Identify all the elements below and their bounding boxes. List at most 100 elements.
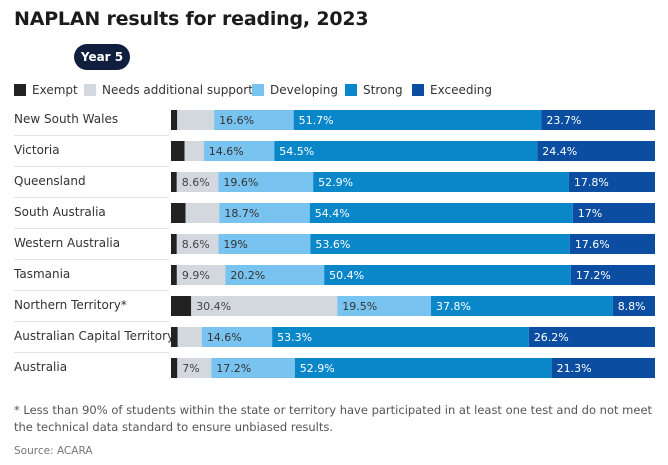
bar-developing-australian-capital-territory [201, 327, 273, 347]
data-label-strong-tasmania: 50.4% [329, 269, 364, 282]
data-label-needs-additional-support-tasmania: 9.9% [182, 269, 210, 282]
bar-needs-additional-support-new-south-wales [177, 110, 215, 130]
bar-developing-western-australia [218, 234, 311, 254]
row-label-south-australia: South Australia [14, 205, 106, 219]
bar-developing-northern-territory [337, 296, 432, 316]
data-label-strong-queensland: 52.9% [318, 176, 353, 189]
data-label-exceeding-victoria: 24.4% [542, 145, 577, 158]
row-separator [14, 259, 169, 260]
data-label-strong-new-south-wales: 51.7% [299, 114, 334, 127]
row-separator [14, 166, 169, 167]
data-label-strong-northern-territory: 37.8% [436, 300, 471, 313]
data-label-strong-australian-capital-territory: 53.3% [277, 331, 312, 344]
bar-exceeding-western-australia [569, 234, 655, 254]
chart-title: NAPLAN results for reading, 2023 [14, 8, 369, 30]
bar-exceeding-tasmania [570, 265, 655, 285]
data-label-needs-additional-support-australia: 7% [182, 362, 199, 375]
bar-exempt-south-australia [171, 203, 186, 223]
bar-developing-tasmania [225, 265, 325, 285]
row-label-tasmania: Tasmania [14, 267, 71, 281]
bar-developing-new-south-wales [214, 110, 294, 130]
source-note: Source: ACARA [14, 445, 93, 457]
row-separator [14, 135, 169, 136]
row-label-victoria: Victoria [14, 143, 60, 157]
data-label-developing-australia: 17.2% [216, 362, 251, 375]
bar-strong-victoria [274, 141, 538, 161]
data-label-needs-additional-support-northern-territory: 30.4% [196, 300, 231, 313]
legend-swatch-exceeding [412, 84, 424, 96]
footnote: * Less than 90% of students within the s… [14, 403, 653, 434]
data-label-strong-victoria: 54.5% [279, 145, 314, 158]
tab-year-5[interactable]: Year 5 [74, 44, 130, 70]
data-label-developing-new-south-wales: 16.6% [219, 114, 254, 127]
data-label-developing-victoria: 14.6% [209, 145, 244, 158]
legend-swatch-needs-support [84, 84, 96, 96]
bar-strong-western-australia [310, 234, 570, 254]
bar-exceeding-queensland [568, 172, 655, 192]
bar-needs-additional-support-australian-capital-territory [177, 327, 202, 347]
bar-exceeding-new-south-wales [541, 110, 655, 130]
bar-exempt-australia [171, 358, 178, 378]
legend-label-needs-support: Needs additional support [102, 83, 253, 97]
bar-strong-australian-capital-territory [272, 327, 529, 347]
bar-strong-new-south-wales [293, 110, 542, 130]
data-label-exceeding-western-australia: 17.6% [575, 238, 610, 251]
data-label-exceeding-south-australia: 17% [578, 207, 602, 220]
bar-strong-queensland [313, 172, 569, 192]
bar-developing-queensland [218, 172, 314, 192]
bar-strong-australia [294, 358, 552, 378]
legend-swatch-exempt [14, 84, 26, 96]
data-label-strong-western-australia: 53.6% [315, 238, 350, 251]
row-separator [14, 352, 169, 353]
bar-developing-south-australia [219, 203, 310, 223]
bar-exempt-western-australia [171, 234, 177, 254]
legend-label-exceeding: Exceeding [430, 83, 493, 97]
data-label-developing-northern-territory: 19.5% [342, 300, 377, 313]
bar-needs-additional-support-victoria [184, 141, 204, 161]
row-label-new-south-wales: New South Wales [14, 112, 119, 126]
bar-needs-additional-support-western-australia [176, 234, 219, 254]
legend-label-exempt: Exempt [32, 83, 78, 97]
bar-strong-northern-territory [431, 296, 613, 316]
bar-strong-tasmania [324, 265, 571, 285]
bar-developing-victoria [203, 141, 275, 161]
data-label-exceeding-queensland: 17.8% [574, 176, 609, 189]
data-label-developing-tasmania: 20.2% [230, 269, 265, 282]
row-separator [14, 321, 169, 322]
data-label-developing-western-australia: 19% [223, 238, 247, 251]
bar-needs-additional-support-australia [177, 358, 212, 378]
bar-needs-additional-support-queensland [176, 172, 219, 192]
bar-strong-south-australia [309, 203, 573, 223]
row-label-western-australia: Western Australia [14, 236, 121, 250]
row-label-act: Australian Capital Territory [14, 329, 175, 343]
stacked-bar-chart: 16.6% 51.7% 23.7% 14.6% 54.5% 24.4% 8.6% 19.6% 5… [171, 110, 655, 378]
bar-exceeding-victoria [537, 141, 655, 161]
data-label-exceeding-australian-capital-territory: 26.2% [534, 331, 569, 344]
bar-exempt-tasmania [171, 265, 177, 285]
legend-label-developing: Developing [270, 83, 338, 97]
bar-exempt-northern-territory [171, 296, 192, 316]
legend-label-strong: Strong [363, 83, 403, 97]
data-label-needs-additional-support-western-australia: 8.6% [182, 238, 210, 251]
data-label-exceeding-tasmania: 17.2% [576, 269, 611, 282]
row-label-australia: Australia [14, 360, 68, 374]
bar-exempt-victoria [171, 141, 185, 161]
data-label-developing-queensland: 19.6% [223, 176, 258, 189]
bar-exempt-queensland [171, 172, 177, 192]
row-separator [14, 197, 169, 198]
bar-exempt-new-south-wales [171, 110, 178, 130]
data-label-exceeding-new-south-wales: 23.7% [546, 114, 581, 127]
data-label-needs-additional-support-queensland: 8.6% [182, 176, 210, 189]
bar-needs-additional-support-south-australia [185, 203, 220, 223]
data-label-developing-australian-capital-territory: 14.6% [207, 331, 242, 344]
data-label-exceeding-australia: 21.3% [557, 362, 592, 375]
data-label-exceeding-northern-territory: 8.8% [618, 300, 646, 313]
bar-needs-additional-support-tasmania [176, 265, 226, 285]
bar-exceeding-northern-territory [612, 296, 655, 316]
bar-exempt-australian-capital-territory [171, 327, 178, 347]
data-label-developing-south-australia: 18.7% [224, 207, 259, 220]
row-label-northern-territory: Northern Territory* [14, 298, 127, 312]
bar-developing-australia [211, 358, 295, 378]
bar-exceeding-australia [551, 358, 655, 378]
data-label-strong-australia: 52.9% [300, 362, 335, 375]
